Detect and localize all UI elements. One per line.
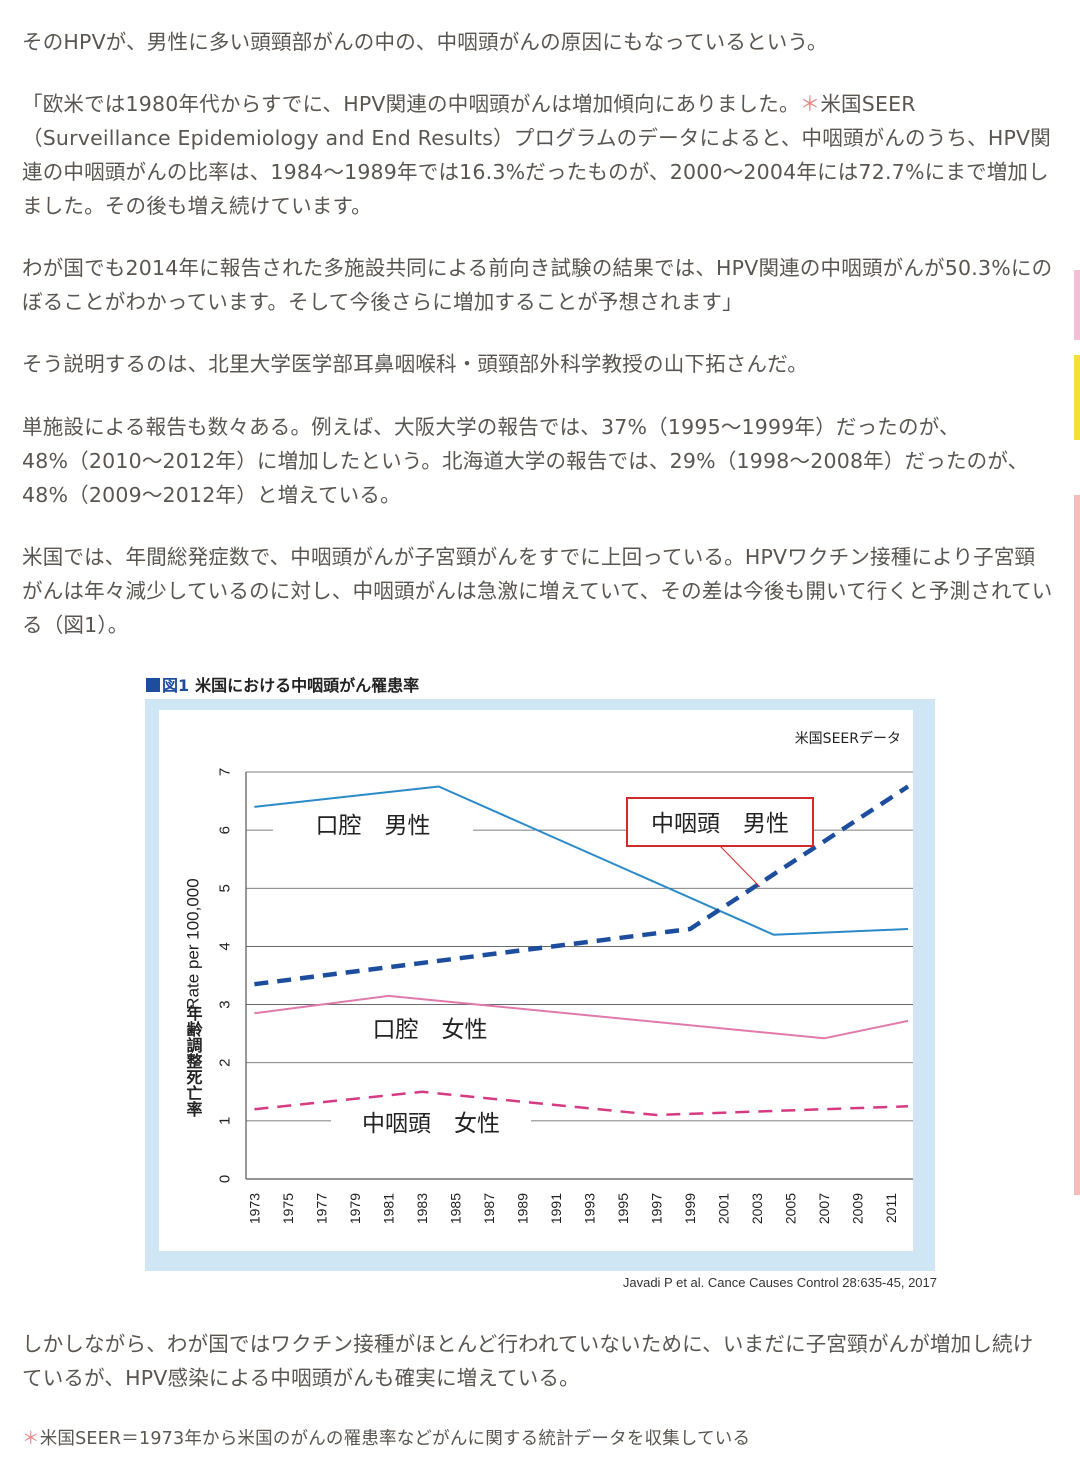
article-paragraph-4: そう説明するのは、北里大学医学部耳鼻咽喉科・頭頸部外科学教授の山下拓さんだ。 [22, 352, 808, 376]
asterisk-note-marker[interactable]: ＊ [799, 92, 821, 116]
y-axis-label-en: Rate per 100,000 [184, 878, 203, 1009]
footnote-asterisk: ＊ [22, 1429, 40, 1449]
figure-title-text: 米国における中咽頭がん罹患率 [195, 676, 420, 695]
series-label-bg-2 [330, 1012, 530, 1048]
paragraph-2-text-a: 「欧米では1980年代からすでに、HPV関連の中咽頭がんは増加傾向にありました。 [22, 92, 800, 116]
x-tick-label-2003: 2003 [749, 1193, 765, 1224]
article-paragraph-7: しかしながら、わが国ではワクチン接種がほとんど行われていないために、いまだに子宮… [22, 1332, 1034, 1390]
x-tick-label-1975: 1975 [280, 1193, 296, 1224]
series-label-leader-1 [719, 845, 761, 888]
x-tick-label-1979: 1979 [347, 1193, 363, 1224]
article-paragraph-3: わが国でも2014年に報告された多施設共同による前向き試験の結果では、HPV関連… [22, 256, 1053, 314]
y-tick-label-4: 4 [217, 942, 234, 950]
x-tick-label-2007: 2007 [816, 1193, 832, 1224]
series-label-0: 口腔 男性 [316, 813, 431, 839]
x-tick-label-1983: 1983 [414, 1193, 430, 1224]
article-paragraph-2: 「欧米では1980年代からすでに、HPV関連の中咽頭がんは増加傾向にありました。… [22, 87, 1054, 223]
footnote-text: 米国SEER＝1973年から米国のがんの罹患率などがんに関する統計データを収集し… [39, 1429, 751, 1449]
figure-title-square [146, 678, 160, 692]
series-label-bg-3 [331, 1106, 531, 1142]
chart-plot-panel [159, 710, 913, 1251]
y-tick-label-1: 1 [217, 1117, 234, 1125]
y-tick-label-0: 0 [217, 1175, 234, 1183]
side-strip-yellow [1074, 355, 1080, 440]
series-line-3 [254, 1090, 909, 1117]
x-tick-label-2011: 2011 [883, 1193, 899, 1223]
paragraph-2-text-b: 米国SEER（Surveillance Epidemiology and End… [22, 92, 1051, 218]
x-tick-label-2009: 2009 [850, 1193, 866, 1224]
x-tick-label-1977: 1977 [313, 1193, 329, 1224]
x-tick-label-2005: 2005 [783, 1193, 799, 1224]
x-tick-label-1987: 1987 [481, 1193, 497, 1224]
x-tick-label-1993: 1993 [582, 1193, 598, 1224]
chart-frame: 0 1 2 3 4 5 6 7 1973 1975 1977 1979 1981 1983 1985 1987… [145, 699, 935, 1271]
series-label-bg-0 [273, 808, 473, 844]
series-label-1: 中咽頭 男性 [651, 811, 789, 837]
footnote: ＊米国SEER＝1973年から米国のがんの罹患率などがんに関する統計データを収集… [22, 1424, 1054, 1454]
series-label-3: 中咽頭 女性 [362, 1111, 500, 1137]
side-strip-pink [1074, 270, 1080, 340]
figure-source: Javadi P et al. Cance Causes Control 28:… [622, 1275, 937, 1290]
x-tick-label-1989: 1989 [515, 1193, 531, 1224]
x-tick-label-1973: 1973 [246, 1193, 262, 1224]
y-tick-label-6: 6 [217, 826, 234, 834]
series-line-1 [254, 784, 910, 987]
x-tick-label-1999: 1999 [682, 1193, 698, 1224]
side-strip-rose [1074, 495, 1080, 1195]
chart-svg: 0 1 2 3 4 5 6 7 1973 1975 1977 1979 1981 1983 1985 1987… [159, 710, 913, 1251]
x-tick-label-1997: 1997 [649, 1193, 665, 1224]
series-label-2: 口腔 女性 [373, 1017, 488, 1043]
y-axis-label-ja: 年齢調整死亡率 [184, 1004, 204, 1118]
chart-note-label: 米国SEERデータ [795, 730, 901, 747]
x-tick-label-1981: 1981 [380, 1193, 396, 1224]
x-tick-label-1985: 1985 [447, 1193, 463, 1224]
article-paragraph-1: そのHPVが、男性に多い頭頸部がんの中の、中咽頭がんの原因にもなっているという。 [22, 30, 828, 54]
y-tick-label-7: 7 [217, 768, 234, 776]
figure-number: 図1 [162, 676, 190, 695]
article-paragraph-6: 米国では、年間総発症数で、中咽頭がんが子宮頸がんをすでに上回っている。HPVワク… [22, 545, 1053, 637]
series-line-0 [254, 785, 909, 936]
series-line-2 [254, 994, 909, 1040]
series-label-box-1 [626, 797, 814, 847]
figure-title: 図1 米国における中咽頭がん罹患率 [146, 672, 419, 696]
article-paragraph-5: 単施設による報告も数々ある。例えば、大阪大学の報告では、37%（1995〜199… [22, 415, 1029, 507]
y-tick-label-5: 5 [217, 884, 234, 892]
x-tick-label-1991: 1991 [548, 1193, 564, 1224]
y-tick-label-3: 3 [217, 1000, 234, 1008]
y-tick-label-2: 2 [217, 1059, 234, 1067]
x-tick-label-1995: 1995 [615, 1193, 631, 1224]
x-tick-label-2001: 2001 [716, 1193, 732, 1224]
